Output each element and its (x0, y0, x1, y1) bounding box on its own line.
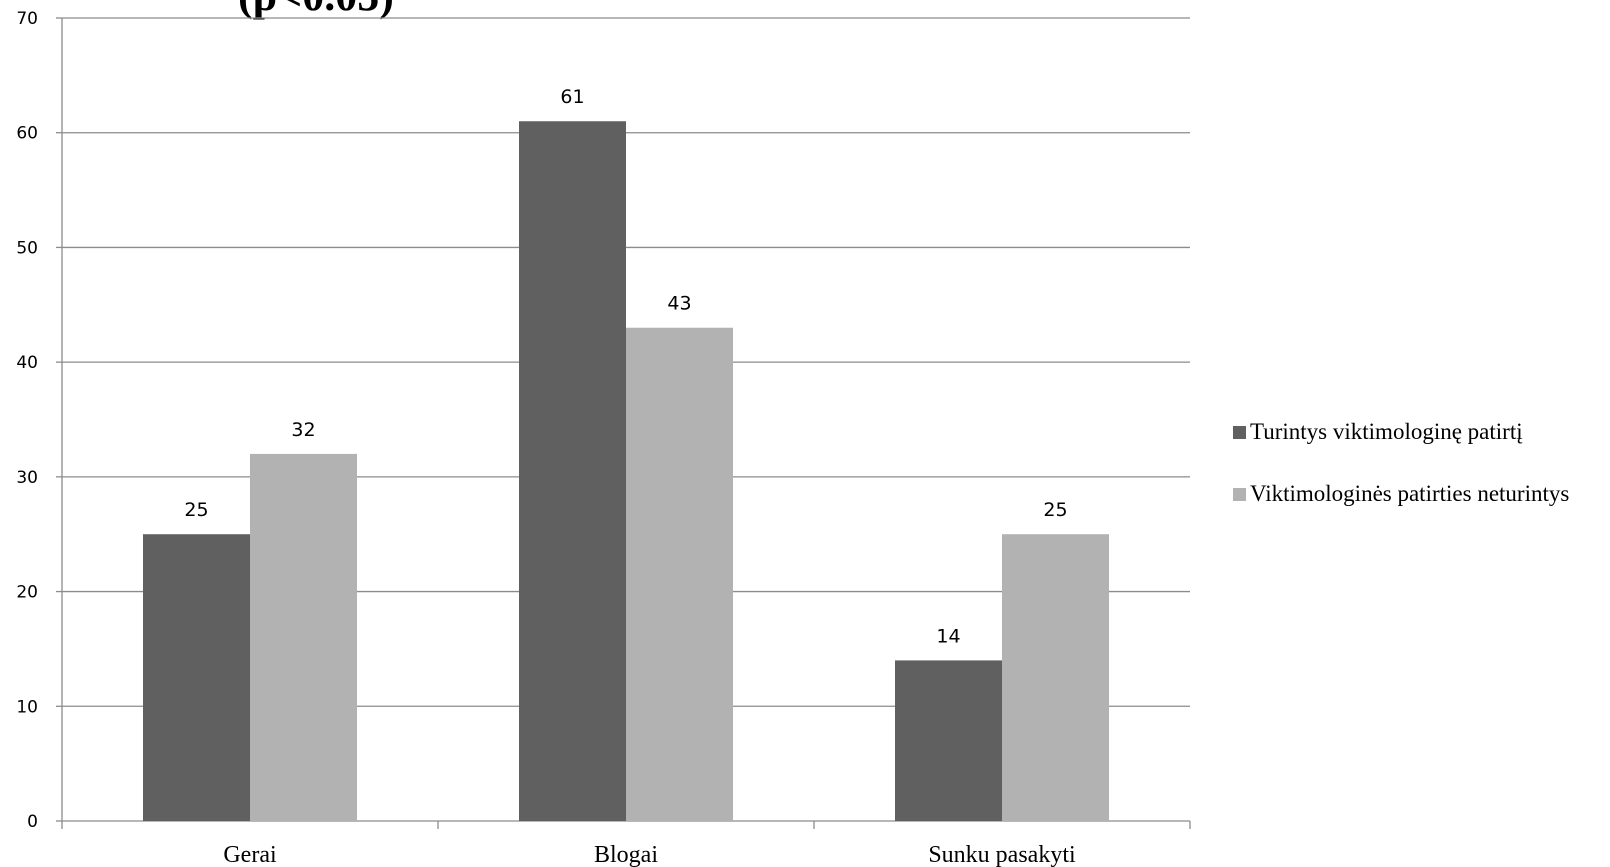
legend-swatch (1233, 426, 1246, 439)
bar (519, 121, 626, 821)
bar (1002, 534, 1109, 821)
y-tick-label: 60 (16, 124, 38, 144)
data-label: 32 (291, 419, 315, 441)
data-label: 43 (667, 293, 691, 315)
data-label: 61 (560, 86, 584, 108)
y-tick-label: 70 (16, 9, 38, 29)
y-tick-label: 10 (16, 697, 38, 717)
y-tick-label: 0 (27, 812, 38, 832)
legend: Turintys viktimologinę patirtį Viktimolog… (1233, 419, 1569, 506)
legend-label: Viktimologinės patirties neturintys (1250, 481, 1569, 506)
x-category-label: Sunku pasakyti (928, 842, 1076, 867)
bar (895, 660, 1002, 821)
bar (250, 453, 357, 821)
x-category-label: Blogai (594, 842, 658, 867)
data-label: 25 (184, 499, 208, 521)
y-tick-label: 20 (16, 583, 38, 603)
data-labels: 25 32 61 43 14 25 (184, 86, 1067, 647)
y-tick-label: 30 (16, 468, 38, 488)
y-tick-label: 40 (16, 353, 38, 373)
legend-swatch (1233, 488, 1246, 501)
bar (143, 534, 250, 821)
bar (626, 327, 733, 821)
data-label: 25 (1043, 499, 1067, 521)
legend-label: Turintys viktimologinę patirtį (1250, 419, 1523, 444)
chart-title-fragment: (p<0.05) (238, 0, 394, 20)
y-tick-label: 50 (16, 238, 38, 258)
x-category-label: Gerai (223, 842, 277, 867)
data-label: 14 (936, 625, 960, 647)
bars (143, 121, 1109, 821)
